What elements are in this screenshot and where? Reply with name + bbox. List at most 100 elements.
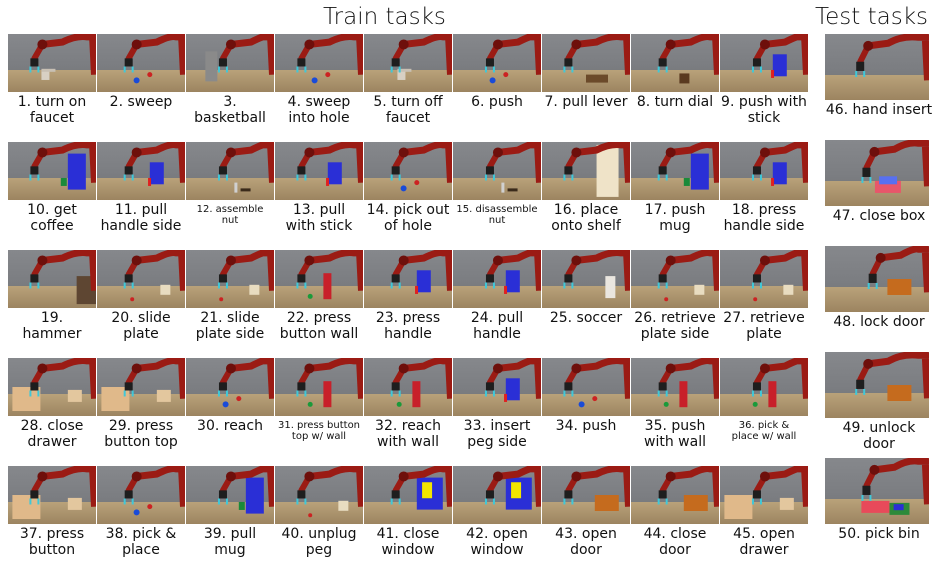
robot-arm-image (123, 142, 185, 186)
train-task-cell: 34. push (542, 358, 630, 466)
task-thumbnail (364, 142, 452, 200)
train-task-cell: 44. close door (631, 466, 719, 564)
task-thumbnail (97, 142, 185, 200)
task-label: 18. press handle side (723, 202, 805, 234)
test-tasks-heading: Test tasks (815, 4, 929, 30)
robot-arm-image (205, 34, 274, 82)
task-label: 1. turn on faucet (17, 94, 87, 126)
robot-arm-image (563, 142, 630, 197)
task-label: 34. push (555, 418, 617, 434)
train-task-cell: 25. soccer (542, 250, 630, 358)
task-thumbnail (720, 250, 808, 308)
task-thumbnail (825, 246, 929, 312)
robot-arm-image (751, 34, 808, 78)
robot-arm-image (29, 34, 96, 80)
task-thumbnail (97, 250, 185, 308)
task-label: 12. assemble nut (196, 204, 264, 226)
robot-arm-image (217, 142, 274, 193)
task-thumbnail (825, 352, 929, 418)
train-task-cell: 32. reach with wall (364, 358, 452, 466)
task-thumbnail (364, 34, 452, 92)
train-task-cell: 17. push mug (631, 142, 719, 250)
robot-arm-image (657, 466, 719, 511)
table-surface (97, 69, 185, 92)
task-label: 32. reach with wall (375, 418, 441, 450)
task-label: 27. retrieve plate (723, 310, 805, 342)
train-task-grid: 1. turn on faucet 2. sweep 3. basketball… (8, 34, 808, 564)
robot-arm-image (296, 466, 363, 518)
task-thumbnail (720, 466, 808, 524)
robot-arm-image (563, 358, 630, 408)
train-task-cell: 30. reach (186, 358, 274, 466)
task-thumbnail (542, 142, 630, 200)
task-thumbnail (364, 250, 452, 308)
table-surface (275, 69, 363, 92)
task-label: 47. close box (832, 208, 926, 224)
task-label: 48. lock door (833, 314, 925, 330)
task-thumbnail (825, 458, 929, 524)
task-label: 45. open drawer (733, 526, 795, 558)
train-task-cell: 24. pull handle (453, 250, 541, 358)
robot-arm-image (855, 352, 929, 401)
test-task-cell: 50. pick bin (825, 458, 933, 564)
task-label: 10. get coffee (27, 202, 77, 234)
test-task-cell: 49. unlock door (825, 352, 933, 458)
robot-arm-image (296, 34, 363, 84)
task-thumbnail (542, 466, 630, 524)
table-surface (825, 392, 929, 418)
task-thumbnail (542, 358, 630, 416)
train-task-cell: 35. push with wall (631, 358, 719, 466)
table-surface (453, 69, 541, 92)
train-task-cell: 1. turn on faucet (8, 34, 96, 142)
task-thumbnail (631, 358, 719, 416)
robot-arm-image (484, 142, 541, 193)
task-label: 30. reach (197, 418, 263, 434)
robot-arm-image (390, 250, 452, 294)
task-label: 28. close drawer (20, 418, 84, 450)
robot-arm-image (29, 250, 96, 305)
robot-arm-image (296, 250, 363, 300)
table-surface (825, 74, 929, 100)
robot-arm-image (296, 358, 363, 408)
task-label: 20. slide plate (111, 310, 171, 342)
task-label: 16. place onto shelf (551, 202, 621, 234)
robot-arm-image (563, 250, 630, 299)
task-label: 40. unplug peg (281, 526, 357, 558)
robot-arm-image (751, 142, 808, 186)
task-thumbnail (453, 466, 541, 524)
test-task-column: 46. hand insert 47. close box 48. lock d… (825, 34, 933, 564)
task-label: 49. unlock door (842, 420, 916, 452)
robot-arm-image (29, 142, 96, 190)
task-thumbnail (631, 466, 719, 524)
train-task-cell: 2. sweep (97, 34, 185, 142)
robot-arm-image (657, 34, 719, 84)
task-thumbnail (275, 358, 363, 416)
table-surface (631, 393, 719, 416)
task-label: 2. sweep (109, 94, 173, 110)
task-thumbnail (453, 358, 541, 416)
task-thumbnail (364, 358, 452, 416)
task-thumbnail (186, 466, 274, 524)
task-thumbnail (8, 34, 96, 92)
task-thumbnail (8, 358, 96, 416)
table-surface (186, 177, 274, 200)
robot-arm-image (724, 466, 808, 519)
robot-arm-image (751, 250, 808, 302)
train-task-cell: 18. press handle side (720, 142, 808, 250)
train-task-cell: 12. assemble nut (186, 142, 274, 250)
train-task-cell: 27. retrieve plate (720, 250, 808, 358)
table-surface (97, 501, 185, 524)
task-label: 41. close window (376, 526, 440, 558)
task-label: 8. turn dial (636, 94, 714, 110)
table-surface (186, 393, 274, 416)
robot-arm-image (484, 34, 541, 84)
robot-arm-image (867, 246, 929, 295)
table-surface (542, 393, 630, 416)
table-surface (364, 177, 452, 200)
train-task-cell: 9. push with stick (720, 34, 808, 142)
robot-arm-image (217, 466, 274, 514)
task-thumbnail (364, 466, 452, 524)
robot-arm-image (484, 358, 541, 402)
robot-arm-image (657, 358, 719, 408)
test-task-cell: 46. hand insert (825, 34, 933, 140)
